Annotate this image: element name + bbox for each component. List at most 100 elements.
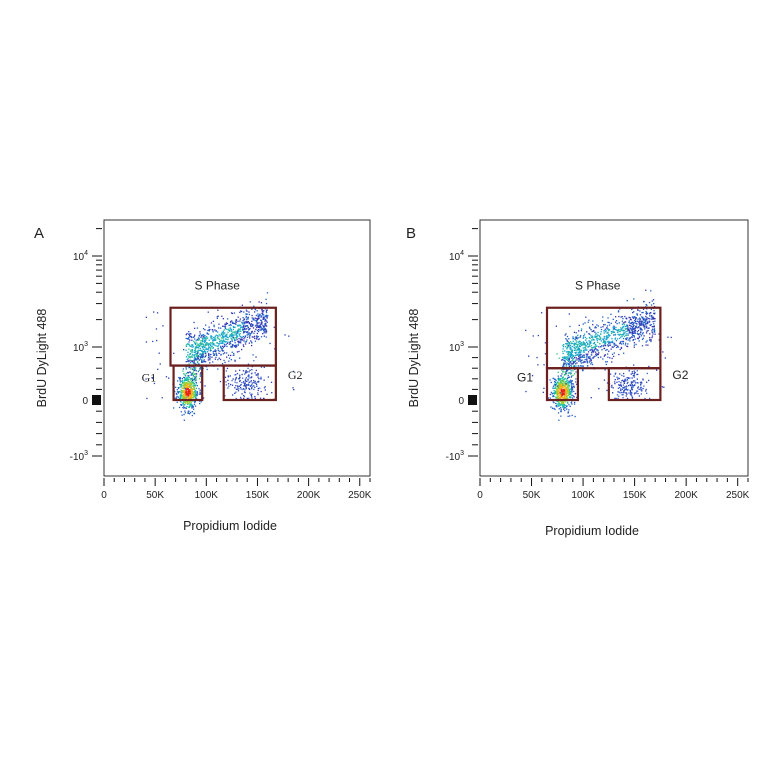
scatter-point [199, 353, 201, 356]
scatter-point [653, 310, 655, 312]
scatter-point [251, 332, 253, 334]
scatter-point [238, 328, 240, 330]
scatter-point [642, 325, 644, 327]
x-tick-label: 100K [195, 490, 219, 501]
scatter-point [561, 394, 563, 397]
scatter-point [264, 386, 266, 388]
scatter-point [226, 328, 228, 331]
scatter-point [247, 367, 249, 369]
scatter-point [559, 377, 561, 380]
scatter-point [615, 340, 618, 342]
scatter-point [202, 345, 204, 348]
scatter-point [233, 322, 235, 325]
scatter-point [611, 341, 613, 343]
panel-a: A BrdU DyLight 488 Propidium Iodide -103… [28, 210, 388, 550]
scatter-point [239, 318, 241, 320]
scatter-point [554, 391, 557, 393]
scatter-point [205, 344, 207, 346]
scatter-point [231, 351, 233, 353]
scatter-point [191, 339, 193, 341]
scatter-point [591, 347, 593, 349]
scatter-point [190, 391, 192, 393]
scatter-point [180, 396, 182, 398]
scatter-point [656, 369, 658, 371]
scatter-point [227, 354, 230, 356]
scatter-point [183, 405, 185, 407]
scatter-point [590, 329, 592, 331]
scatter-point [201, 361, 203, 363]
scatter-point [184, 382, 186, 384]
scatter-point [646, 312, 649, 314]
scatter-point [210, 335, 212, 338]
scatter-point [619, 337, 621, 340]
scatter-point [594, 331, 596, 333]
scatter-point [254, 380, 256, 382]
scatter-point [203, 361, 205, 363]
scatter-point [626, 393, 628, 395]
scatter-point [186, 394, 188, 396]
scatter-point [591, 351, 593, 353]
scatter-point [564, 382, 566, 384]
scatter-point [606, 349, 608, 351]
scatter-point [213, 343, 215, 345]
scatter-point [225, 381, 227, 383]
scatter-point [556, 400, 559, 403]
scatter-point [616, 381, 618, 383]
scatter-point [639, 318, 641, 321]
scatter-point [564, 397, 566, 399]
scatter-point [630, 388, 633, 390]
scatter-point [208, 326, 210, 328]
scatter-point [209, 348, 212, 351]
scatter-point [187, 412, 189, 414]
scatter-point [187, 411, 189, 414]
scatter-point [205, 338, 207, 340]
scatter-point [564, 390, 567, 392]
scatter-point [196, 392, 198, 394]
scatter-point [550, 406, 552, 408]
y-zero-tick-cluster [468, 395, 477, 405]
scatter-point [582, 370, 584, 372]
scatter-point [627, 330, 629, 332]
scatter-point [261, 321, 263, 323]
scatter-point [589, 356, 591, 358]
scatter-point [191, 352, 193, 354]
scatter-point [242, 377, 244, 379]
scatter-point [594, 355, 596, 357]
scatter-point [233, 312, 236, 314]
scatter-point [573, 403, 576, 405]
scatter-point [217, 337, 220, 339]
scatter-point [583, 351, 585, 353]
scatter-point [574, 351, 576, 354]
scatter-point [563, 357, 565, 359]
scatter-point [613, 326, 616, 328]
scatter-point [646, 317, 649, 319]
scatter-point [631, 332, 634, 334]
scatter-point [190, 373, 192, 375]
scatter-point [636, 370, 638, 372]
scatter-point [555, 379, 557, 381]
scatter-point [577, 347, 579, 349]
scatter-point [191, 356, 193, 358]
scatter-point [241, 338, 243, 340]
scatter-point [617, 377, 620, 379]
scatter-point [632, 375, 634, 377]
scatter-point [607, 345, 609, 347]
scatter-point [608, 324, 611, 326]
scatter-point [617, 387, 619, 389]
scatter-point [186, 400, 188, 402]
scatter-point [263, 310, 265, 312]
scatter-point [177, 380, 179, 382]
scatter-point [186, 371, 189, 374]
scatter-point [251, 308, 253, 310]
scatter-point [587, 346, 589, 348]
scatter-point [552, 387, 554, 389]
x-tick-label: 50K [146, 490, 164, 501]
scatter-point [561, 403, 563, 405]
scatter-point [192, 372, 194, 374]
scatter-point [556, 393, 558, 395]
scatter-point [245, 372, 247, 374]
scatter-point [648, 327, 650, 329]
scatter-point [246, 336, 249, 338]
scatter-point [562, 385, 565, 387]
scatter-point [637, 338, 639, 340]
